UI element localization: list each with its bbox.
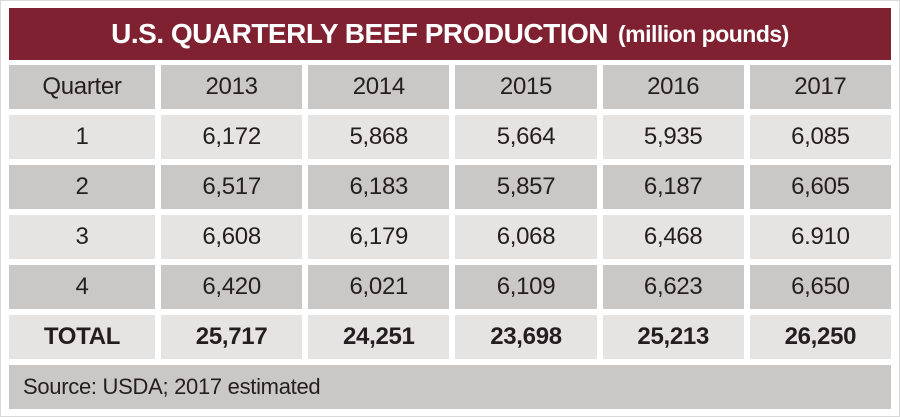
total-label: TOTAL <box>9 315 155 359</box>
table-title-unit: (million pounds) <box>617 20 789 47</box>
total-value: 25,717 <box>161 315 303 359</box>
value-cell: 6,650 <box>749 265 891 309</box>
value-cell: 6,420 <box>161 265 303 309</box>
column-header-year: 2014 <box>308 65 450 109</box>
table-title-bar: U.S. QUARTERLY BEEF PRODUCTION (million … <box>9 8 891 60</box>
column-header-quarter: Quarter <box>9 65 155 109</box>
total-value: 23,698 <box>455 315 597 359</box>
value-cell: 5,935 <box>602 115 744 159</box>
value-cell: 5,857 <box>455 165 597 209</box>
table-title: U.S. QUARTERLY BEEF PRODUCTION <box>111 18 608 49</box>
total-value: 24,251 <box>308 315 450 359</box>
quarter-label: 1 <box>9 115 155 159</box>
quarter-label: 4 <box>9 265 155 309</box>
column-header-year: 2017 <box>749 65 891 109</box>
value-cell: 6,608 <box>161 215 303 259</box>
value-cell: 6,183 <box>308 165 450 209</box>
total-value: 26,250 <box>749 315 891 359</box>
value-cell: 5,868 <box>308 115 450 159</box>
value-cell: 6,085 <box>749 115 891 159</box>
total-value: 25,213 <box>602 315 744 359</box>
data-table: Quarter 2013 2014 2015 2016 2017 1 6,172 5,868 5,… <box>9 65 891 359</box>
column-header-year: 2013 <box>161 65 303 109</box>
value-cell: 6,605 <box>749 165 891 209</box>
column-header-year: 2016 <box>602 65 744 109</box>
value-cell: 6.910 <box>749 215 891 259</box>
value-cell: 5,664 <box>455 115 597 159</box>
value-cell: 6,623 <box>602 265 744 309</box>
value-cell: 6,172 <box>161 115 303 159</box>
source-note: Source: USDA; 2017 estimated <box>9 365 891 409</box>
column-header-year: 2015 <box>455 65 597 109</box>
quarter-label: 3 <box>9 215 155 259</box>
value-cell: 6,021 <box>308 265 450 309</box>
value-cell: 6,517 <box>161 165 303 209</box>
value-cell: 6,187 <box>602 165 744 209</box>
quarter-label: 2 <box>9 165 155 209</box>
value-cell: 6,179 <box>308 215 450 259</box>
value-cell: 6,109 <box>455 265 597 309</box>
value-cell: 6,468 <box>602 215 744 259</box>
value-cell: 6,068 <box>455 215 597 259</box>
